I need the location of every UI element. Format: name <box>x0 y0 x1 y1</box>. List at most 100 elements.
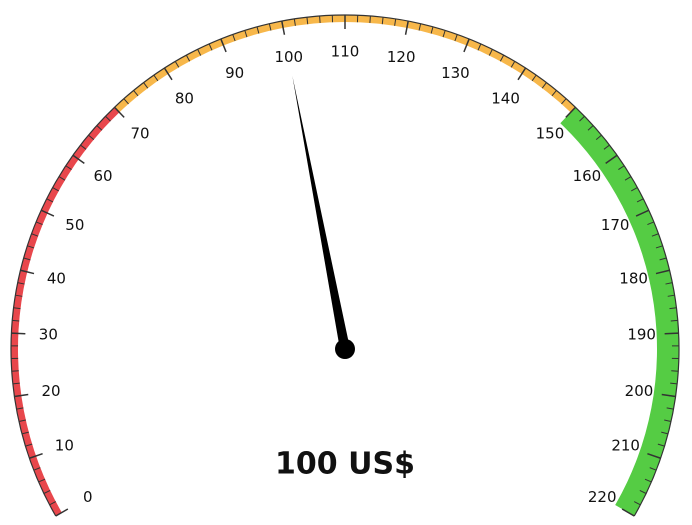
major-tick <box>664 332 679 335</box>
minor-tick <box>96 125 103 131</box>
minor-tick <box>105 115 111 122</box>
minor-tick <box>454 34 458 42</box>
minor-tick <box>639 490 647 494</box>
minor-tick <box>488 49 493 56</box>
major-tick <box>463 38 470 53</box>
major-tick <box>404 20 409 35</box>
minor-tick <box>394 18 397 26</box>
tick-label: 60 <box>94 167 113 185</box>
minor-tick <box>661 431 669 435</box>
minor-tick <box>644 478 652 483</box>
minor-tick <box>430 26 434 34</box>
minor-tick <box>442 30 446 38</box>
tick-label: 170 <box>601 216 630 234</box>
minor-tick <box>293 18 296 26</box>
minor-tick <box>631 187 638 192</box>
tick-label: 110 <box>331 43 360 61</box>
tick-label: 10 <box>55 437 74 455</box>
minor-tick <box>16 407 24 410</box>
minor-tick <box>541 82 547 89</box>
major-tick <box>655 269 670 275</box>
major-tick <box>517 67 527 81</box>
tick-label: 40 <box>47 269 66 287</box>
minor-tick <box>587 125 594 131</box>
minor-tick <box>618 165 625 171</box>
major-tick <box>163 67 173 81</box>
minor-tick <box>185 54 191 62</box>
minor-tick <box>510 61 516 68</box>
tick-label: 180 <box>619 269 648 287</box>
minor-tick <box>531 74 537 82</box>
minor-tick <box>551 90 557 97</box>
minor-tick <box>58 176 66 181</box>
minor-tick <box>256 26 260 34</box>
tick-label: 50 <box>65 216 84 234</box>
major-tick <box>29 452 43 459</box>
minor-tick <box>31 233 39 237</box>
tick-label: 200 <box>625 382 654 400</box>
minor-tick <box>65 165 72 171</box>
minor-tick <box>669 307 677 310</box>
tick-label: 220 <box>588 488 617 506</box>
minor-tick <box>18 419 26 423</box>
minor-tick <box>381 17 384 25</box>
minor-tick <box>43 490 51 494</box>
gauge-band <box>560 107 680 517</box>
minor-tick <box>306 17 309 25</box>
minor-tick <box>244 30 248 38</box>
minor-tick <box>655 245 663 249</box>
minor-tick <box>595 134 602 140</box>
minor-tick <box>666 407 674 410</box>
minor-tick <box>23 257 31 261</box>
minor-tick <box>21 431 29 435</box>
tick-label: 150 <box>536 125 565 143</box>
major-tick <box>635 209 650 217</box>
tick-label: 100 <box>274 48 303 66</box>
major-tick <box>72 154 85 164</box>
minor-tick <box>133 90 139 97</box>
minor-tick <box>143 82 149 89</box>
tick-label: 70 <box>130 125 149 143</box>
minor-tick <box>665 282 673 285</box>
tick-label: 140 <box>491 90 520 108</box>
tick-label: 120 <box>387 48 416 66</box>
tick-label: 130 <box>441 64 470 82</box>
major-tick <box>565 106 577 118</box>
needle <box>292 76 350 350</box>
tick-label: 210 <box>611 437 640 455</box>
minor-tick <box>49 501 57 506</box>
minor-tick <box>27 245 35 249</box>
gauge-band <box>114 14 576 113</box>
major-tick <box>647 452 661 459</box>
major-tick <box>113 106 125 118</box>
minor-tick <box>670 319 678 322</box>
minor-tick <box>624 176 632 181</box>
major-tick <box>20 269 35 275</box>
minor-tick <box>208 43 213 51</box>
minor-tick <box>268 23 272 31</box>
minor-tick <box>561 98 567 105</box>
minor-tick <box>52 187 59 192</box>
tick-label: 20 <box>41 382 60 400</box>
major-tick <box>14 393 29 398</box>
minor-tick <box>633 501 641 506</box>
minor-tick <box>579 115 585 122</box>
minor-tick <box>651 233 659 237</box>
minor-tick <box>319 15 321 23</box>
minor-tick <box>232 34 236 42</box>
minor-tick <box>657 443 665 447</box>
minor-tick <box>153 74 159 82</box>
minor-tick <box>38 478 46 483</box>
minor-tick <box>80 144 87 150</box>
major-tick <box>55 508 69 517</box>
gauge-outline <box>10 14 680 517</box>
minor-tick <box>670 382 678 385</box>
minor-tick <box>636 198 644 203</box>
minor-tick <box>13 307 21 310</box>
minor-tick <box>197 49 202 56</box>
minor-tick <box>418 23 422 31</box>
minor-tick <box>15 294 23 297</box>
needle-hub <box>335 339 355 359</box>
minor-tick <box>123 98 129 105</box>
